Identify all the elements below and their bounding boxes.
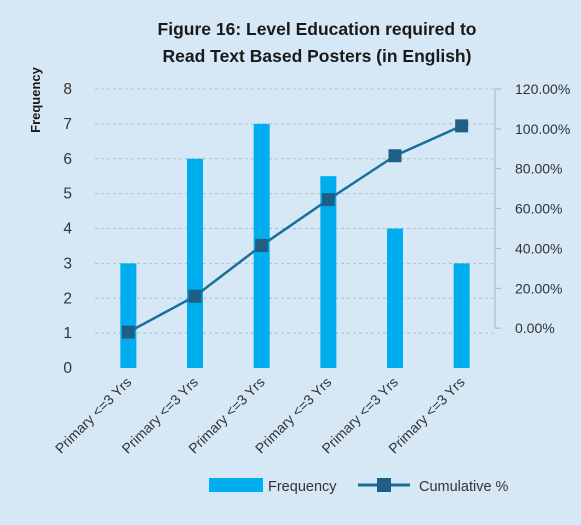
cumulative-line [127,124,463,334]
y-tick-label-left: 1 [63,325,72,342]
y-tick-label-left: 0 [63,360,72,377]
legend: Frequency Cumulative % [209,478,509,495]
y-tick-label-left: 6 [63,151,72,168]
y-tick-label-right: 0.00% [515,320,555,336]
y-axis-label: Frequency [28,66,43,133]
y-tick-label-left: 8 [63,81,72,98]
bar [453,263,470,368]
y-tick-label-right: 20.00% [515,280,562,296]
y-axis-right: 0.00% 20.00% 40.00% 60.00% 80.00% 100.00% 120.… [494,81,570,336]
y-axis-left: 0 1 2 3 4 5 6 7 8 [63,81,72,377]
y-tick-label-right: 40.00% [515,240,562,256]
y-tick-label-right: 60.00% [515,201,562,217]
y-tick-label-right: 80.00% [515,161,562,177]
bar [320,176,337,368]
line-point [121,325,135,339]
bar [187,158,203,368]
chart-title-line-2: Read Text Based Posters (in English) [163,46,472,66]
y-tick-label-left: 4 [63,221,72,238]
y-tick-label-right: 120.00% [515,81,570,97]
y-tick-label-left: 5 [63,186,72,203]
y-tick-label-left: 3 [63,255,72,272]
line-point [321,193,335,207]
line-point [388,149,402,163]
legend-swatch-marker-cumulative [377,478,391,492]
y-tick-label-left: 7 [63,116,72,133]
line-point [455,119,469,133]
line-series [121,119,469,339]
legend-swatch-frequency [209,478,263,492]
y-tick-label-right: 100.00% [515,121,570,137]
bar-series [120,123,470,368]
line-point [188,289,202,303]
chart-title-line-1: Figure 16: Level Education required to [158,19,477,39]
bar [120,263,137,368]
bar [387,228,403,368]
legend-label-frequency: Frequency [268,479,337,495]
gridlines [95,88,495,334]
line-point [255,238,269,252]
legend-label-cumulative: Cumulative % [419,479,509,495]
y-tick-label-left: 2 [63,290,72,307]
